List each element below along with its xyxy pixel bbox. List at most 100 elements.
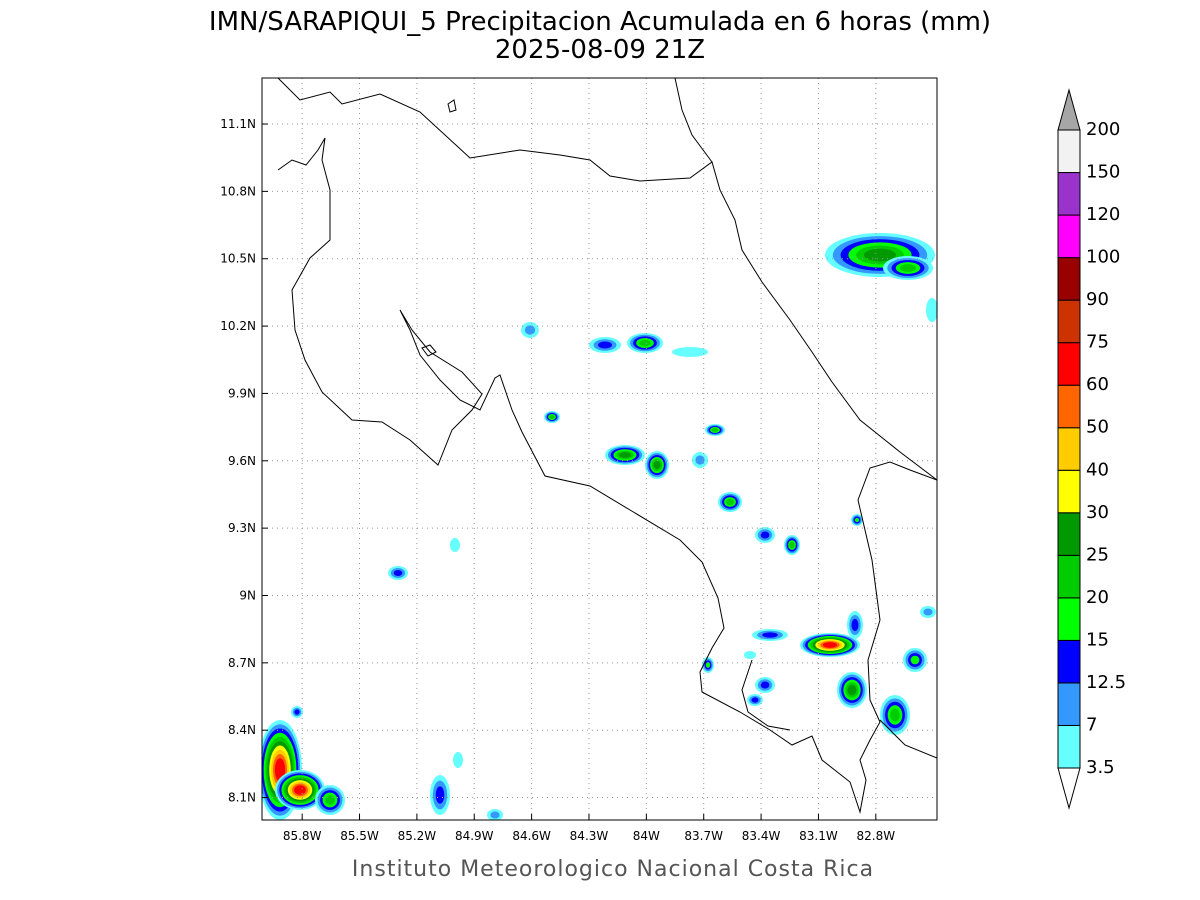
colorbar-label: 3.5 bbox=[1086, 757, 1115, 778]
precip-contour bbox=[744, 651, 756, 659]
precip-contour bbox=[900, 264, 916, 272]
precip-contour bbox=[789, 541, 795, 549]
colorbar-label: 200 bbox=[1086, 119, 1120, 140]
footer: Instituto Meteorologico Nacional Costa R… bbox=[352, 857, 874, 882]
colorbar-label: 75 bbox=[1086, 332, 1109, 353]
lat-tick-label: 9N bbox=[239, 588, 256, 602]
colorbar-label: 7 bbox=[1086, 714, 1097, 735]
colorbar-over bbox=[1057, 88, 1081, 131]
colorbar-band bbox=[1057, 427, 1081, 471]
colorbar-band bbox=[1057, 597, 1081, 641]
precip-contour bbox=[711, 428, 719, 432]
colorbar-band bbox=[1057, 554, 1081, 599]
lat-tick-label: 8.4N bbox=[228, 723, 256, 737]
colorbar-band bbox=[1057, 214, 1081, 259]
coastline bbox=[277, 78, 937, 481]
colorbar-label: 30 bbox=[1086, 502, 1109, 523]
lon-tick-label: 85.5W bbox=[340, 829, 379, 843]
colorbar-label: 90 bbox=[1086, 289, 1109, 310]
precip-contour bbox=[524, 325, 536, 335]
precip-contour bbox=[549, 415, 555, 419]
precip-contour bbox=[751, 697, 759, 703]
map-title: IMN/SARAPIQUI_5 Precipitacion Acumulada … bbox=[209, 7, 991, 37]
lon-tick-label: 84.9W bbox=[455, 829, 494, 843]
precip-contour bbox=[863, 248, 897, 262]
colorbar-label: 12.5 bbox=[1086, 672, 1126, 693]
precip-contour bbox=[726, 498, 734, 506]
lon-tick-label: 85.8W bbox=[283, 829, 322, 843]
coastline bbox=[674, 78, 713, 163]
lat-tick-label: 9.9N bbox=[228, 386, 256, 400]
colorbar-band bbox=[1057, 257, 1081, 301]
colorbar-label: 150 bbox=[1086, 162, 1120, 183]
lat-tick-label: 8.7N bbox=[228, 656, 256, 670]
colorbar-label: 20 bbox=[1086, 587, 1109, 608]
lon-tick-label: 83.7W bbox=[684, 829, 723, 843]
precip-contour bbox=[653, 460, 661, 470]
colorbar-band bbox=[1057, 639, 1081, 684]
precip-contour bbox=[672, 347, 708, 357]
colorbar-band bbox=[1057, 299, 1081, 344]
colorbar-label: 50 bbox=[1086, 417, 1109, 438]
colorbar-label: 15 bbox=[1086, 629, 1109, 650]
lon-tick-label: 84.6W bbox=[512, 829, 551, 843]
coastline bbox=[879, 719, 937, 759]
coastline bbox=[421, 344, 437, 357]
precip-contour bbox=[294, 785, 306, 795]
lat-tick-label: 9.3N bbox=[228, 521, 256, 535]
precip-contour bbox=[890, 708, 900, 722]
coastlines bbox=[277, 78, 937, 814]
lat-tick-label: 11.1N bbox=[220, 117, 256, 131]
precip-contour bbox=[926, 298, 937, 322]
colorbar-band bbox=[1057, 512, 1081, 556]
plot-frame bbox=[261, 77, 938, 821]
lat-tick-label: 9.6N bbox=[228, 454, 256, 468]
colorbar-label: 25 bbox=[1086, 544, 1109, 565]
precip-contour bbox=[910, 655, 920, 665]
precip-contour bbox=[762, 632, 778, 638]
colorbar-label: 120 bbox=[1086, 204, 1120, 225]
precip-contour bbox=[490, 811, 500, 819]
lon-tick-label: 83.1W bbox=[799, 829, 838, 843]
lat-tick-label: 10.2N bbox=[220, 319, 256, 333]
precip-contour bbox=[822, 642, 838, 648]
colorbar-band bbox=[1057, 682, 1081, 726]
precip-contour bbox=[695, 455, 705, 465]
colorbar-label: 60 bbox=[1086, 374, 1109, 395]
precip-contour bbox=[598, 341, 612, 349]
colorbar-label: 100 bbox=[1086, 247, 1120, 268]
precip-contour bbox=[393, 569, 403, 577]
precip-contour bbox=[851, 618, 859, 632]
lon-tick-label: 84W bbox=[633, 829, 660, 843]
precip-contour bbox=[325, 795, 335, 805]
coastline bbox=[741, 659, 791, 731]
precip-contour bbox=[294, 709, 300, 715]
colorbar-band bbox=[1057, 129, 1081, 174]
precip-contour bbox=[854, 517, 860, 523]
precip-contour bbox=[760, 531, 770, 539]
precip-contour bbox=[619, 452, 631, 458]
lon-tick-label: 83.4W bbox=[742, 829, 781, 843]
precip-contour bbox=[923, 608, 933, 616]
lon-tick-label: 82.8W bbox=[857, 829, 896, 843]
coastline bbox=[277, 137, 937, 814]
map-subtitle: 2025-08-09 21Z bbox=[495, 35, 705, 65]
precip-contour bbox=[847, 684, 857, 696]
lat-tick-label: 10.5N bbox=[220, 252, 256, 266]
coastline bbox=[447, 99, 457, 113]
colorbar-band bbox=[1057, 342, 1081, 386]
colorbar-under bbox=[1057, 767, 1081, 810]
colorbar: 3.5 7 12.5 15 20 25 30 40 50 60 75 90 100 120 150 200 bbox=[1057, 88, 1126, 810]
lat-tick-label: 8.1N bbox=[228, 791, 256, 805]
colorbar-band bbox=[1057, 172, 1081, 216]
precip-contour bbox=[705, 662, 711, 668]
precip-contour bbox=[760, 681, 770, 689]
colorbar-band bbox=[1057, 724, 1081, 769]
precipitation-field bbox=[262, 233, 937, 820]
lon-tick-label: 84.3W bbox=[570, 829, 609, 843]
lon-tick-label: 85.2W bbox=[398, 829, 437, 843]
precip-contour bbox=[435, 786, 445, 804]
precip-contour bbox=[639, 339, 651, 347]
